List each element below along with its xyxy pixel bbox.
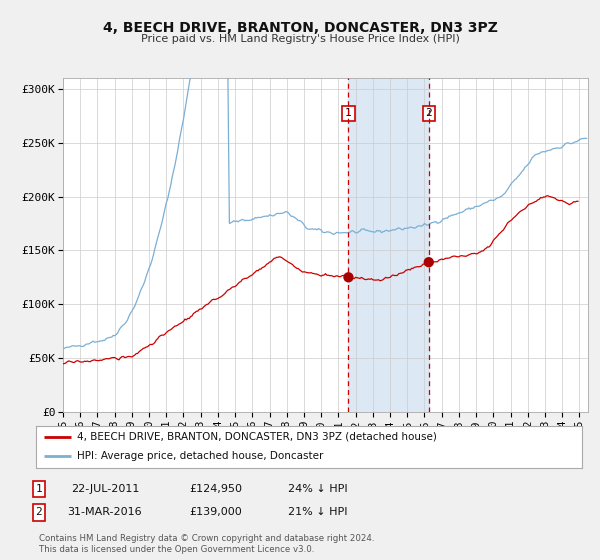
Text: 4, BEECH DRIVE, BRANTON, DONCASTER, DN3 3PZ: 4, BEECH DRIVE, BRANTON, DONCASTER, DN3 … — [103, 21, 497, 35]
Text: 4, BEECH DRIVE, BRANTON, DONCASTER, DN3 3PZ (detached house): 4, BEECH DRIVE, BRANTON, DONCASTER, DN3 … — [77, 432, 437, 442]
Text: Contains HM Land Registry data © Crown copyright and database right 2024.: Contains HM Land Registry data © Crown c… — [39, 534, 374, 543]
Text: 24% ↓ HPI: 24% ↓ HPI — [288, 484, 348, 494]
Bar — [349, 78, 429, 412]
Text: 1: 1 — [345, 109, 352, 118]
Point — [424, 258, 434, 267]
Text: This data is licensed under the Open Government Licence v3.0.: This data is licensed under the Open Gov… — [39, 545, 314, 554]
Text: 21% ↓ HPI: 21% ↓ HPI — [288, 507, 348, 517]
Text: 2: 2 — [425, 109, 432, 118]
Text: Price paid vs. HM Land Registry's House Price Index (HPI): Price paid vs. HM Land Registry's House … — [140, 34, 460, 44]
Text: 1: 1 — [35, 484, 43, 494]
Text: 2: 2 — [35, 507, 43, 517]
Text: HPI: Average price, detached house, Doncaster: HPI: Average price, detached house, Donc… — [77, 451, 323, 461]
Point — [344, 273, 353, 282]
Text: £139,000: £139,000 — [190, 507, 242, 517]
Text: 31-MAR-2016: 31-MAR-2016 — [68, 507, 142, 517]
Text: £124,950: £124,950 — [190, 484, 242, 494]
Text: 22-JUL-2011: 22-JUL-2011 — [71, 484, 139, 494]
